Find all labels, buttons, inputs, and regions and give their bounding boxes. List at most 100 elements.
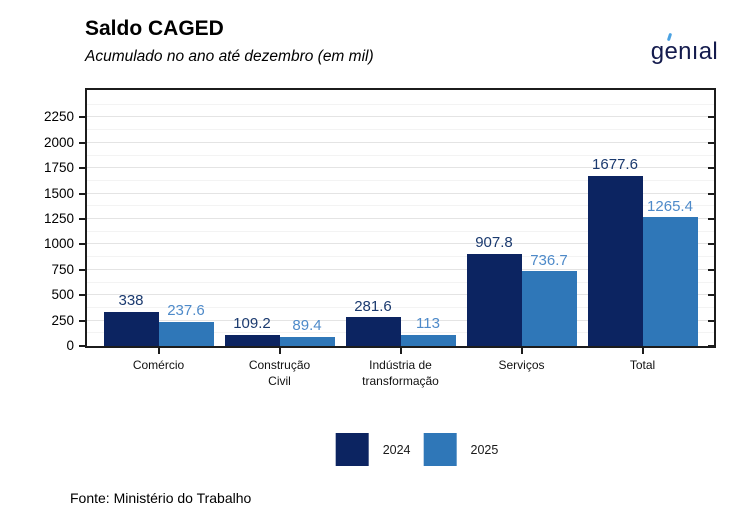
bar-2025: [158, 321, 214, 346]
y-tick-mark-right: [708, 218, 714, 220]
legend-entry: 2025: [423, 433, 499, 466]
bar-2025: [400, 334, 456, 346]
y-tick-label: 1750: [43, 160, 74, 176]
bar-slot: 736.7: [521, 251, 577, 346]
y-tick-mark: [79, 167, 85, 170]
x-category-label: Total: [629, 358, 656, 372]
gridline-minor: [87, 154, 714, 156]
x-tick-mark: [278, 348, 281, 354]
value-label: 89.4: [292, 317, 322, 335]
gridline-minor: [87, 332, 714, 334]
bar-slot: 907.8: [466, 234, 522, 346]
bar-pair: 1677.6 1265.4: [587, 156, 698, 346]
gridline-minor: [87, 256, 714, 258]
y-tick-mark: [79, 116, 85, 119]
bar-group: 907.8 736.7: [461, 235, 582, 346]
gridline-major: [87, 268, 714, 270]
y-tick-mark-right: [708, 294, 714, 297]
gridline-major: [87, 116, 714, 118]
bar-pair: 338 237.6: [103, 293, 214, 346]
value-label: 281.6: [354, 297, 392, 315]
y-tick-mark: [79, 141, 85, 144]
y-tick-mark: [79, 345, 85, 347]
legend-label: 2025: [470, 442, 499, 457]
x-tick-mark: [399, 348, 402, 354]
legend-swatch-2024: [335, 433, 369, 466]
y-tick-mark: [79, 319, 85, 322]
bar-2025: [642, 217, 698, 346]
legend-swatch-2025: [423, 433, 457, 466]
page-title: Saldo CAGED: [85, 17, 224, 40]
y-tick-label: 2250: [43, 109, 74, 125]
logo-text-rest: nıal: [678, 38, 718, 65]
bar-2025: [279, 336, 335, 346]
gridline-minor: [87, 281, 714, 283]
y-tick-label: 1500: [43, 185, 74, 201]
bar-pair: 281.6 113: [345, 297, 456, 346]
value-label: 736.7: [530, 251, 568, 269]
y-tick-mark-right: [708, 243, 714, 246]
legend-label: 2024: [382, 442, 411, 457]
bar-2024: [103, 311, 159, 346]
gridline-major: [87, 294, 714, 296]
bar-slot: 1677.6: [587, 156, 643, 346]
logo-text-g: g: [650, 38, 665, 65]
y-tick-label: 0: [66, 338, 74, 353]
bar-slot: 338: [103, 293, 159, 346]
value-label: 1265.4: [647, 197, 693, 215]
value-label: 907.8: [475, 234, 513, 252]
bar-group: 1677.6 1265.4: [582, 157, 703, 346]
y-tick-mark-right: [708, 268, 714, 271]
y-tick-mark-right: [708, 116, 714, 119]
header: Saldo CAGED Acumulado no ano até dezembr…: [85, 16, 374, 66]
gridline-major: [87, 218, 714, 219]
source-note: Fonte: Ministério do Trabalho: [70, 490, 252, 506]
y-tick-mark-right: [708, 141, 714, 144]
bar-slot: 89.4: [279, 317, 335, 346]
bar-slot: 281.6: [345, 297, 401, 346]
y-tick-mark: [79, 268, 85, 271]
bar-slot: 1265.4: [642, 197, 698, 346]
bar-slot: 109.2: [224, 315, 280, 346]
bar-2024: [345, 317, 401, 346]
bar-group: 338 237.6: [98, 293, 219, 346]
x-tick-mark: [641, 348, 644, 354]
gridline-minor: [87, 129, 714, 131]
y-tick-label: 1250: [43, 211, 74, 226]
chart-subtitle: Acumulado no ano até dezembro (em mil): [85, 48, 374, 66]
value-label: 1677.6: [592, 156, 638, 174]
value-label: 237.6: [167, 302, 205, 320]
x-category-label: Indústria de transformação: [362, 358, 439, 388]
gridline-minor: [87, 306, 714, 308]
x-tick-mark: [157, 348, 160, 354]
legend: 2024 2025: [335, 433, 499, 466]
gridline-minor: [87, 103, 714, 105]
bar-pair: 907.8 736.7: [466, 234, 577, 346]
x-category-label: Serviços: [498, 358, 545, 372]
bar-group: 281.6 113: [340, 297, 461, 346]
bar-chart: 338 237.6 109.2 89.4 281.6 113 907.8 736.7 1677.…: [0, 88, 744, 400]
y-tick-mark: [79, 192, 85, 195]
x-category-label: Construção Civil: [248, 358, 311, 388]
bar-2024: [466, 253, 522, 346]
bar-slot: 113: [400, 315, 456, 346]
y-tick-mark-right: [708, 167, 714, 170]
y-tick-label: 250: [51, 312, 74, 328]
value-label: 113: [416, 315, 440, 332]
y-tick-label: 1000: [43, 236, 74, 252]
y-tick-mark-right: [708, 345, 714, 347]
bars-container: 338 237.6 109.2 89.4 281.6 113 907.8 736.7 1677.…: [87, 90, 714, 346]
gridline-minor: [87, 179, 714, 181]
legend-entry: 2024: [335, 433, 411, 466]
gridline-major: [87, 243, 714, 245]
y-tick-mark: [79, 243, 85, 246]
genial-logo: ge nıal: [650, 32, 718, 65]
plot-area: 338 237.6 109.2 89.4 281.6 113 907.8 736.7 1677.…: [85, 88, 716, 348]
y-tick-label: 750: [51, 261, 74, 277]
y-tick-mark: [79, 218, 85, 220]
x-tick-mark: [520, 348, 523, 354]
bar-2024: [587, 175, 643, 346]
y-tick-mark-right: [708, 192, 714, 195]
value-label: 109.2: [233, 315, 271, 333]
